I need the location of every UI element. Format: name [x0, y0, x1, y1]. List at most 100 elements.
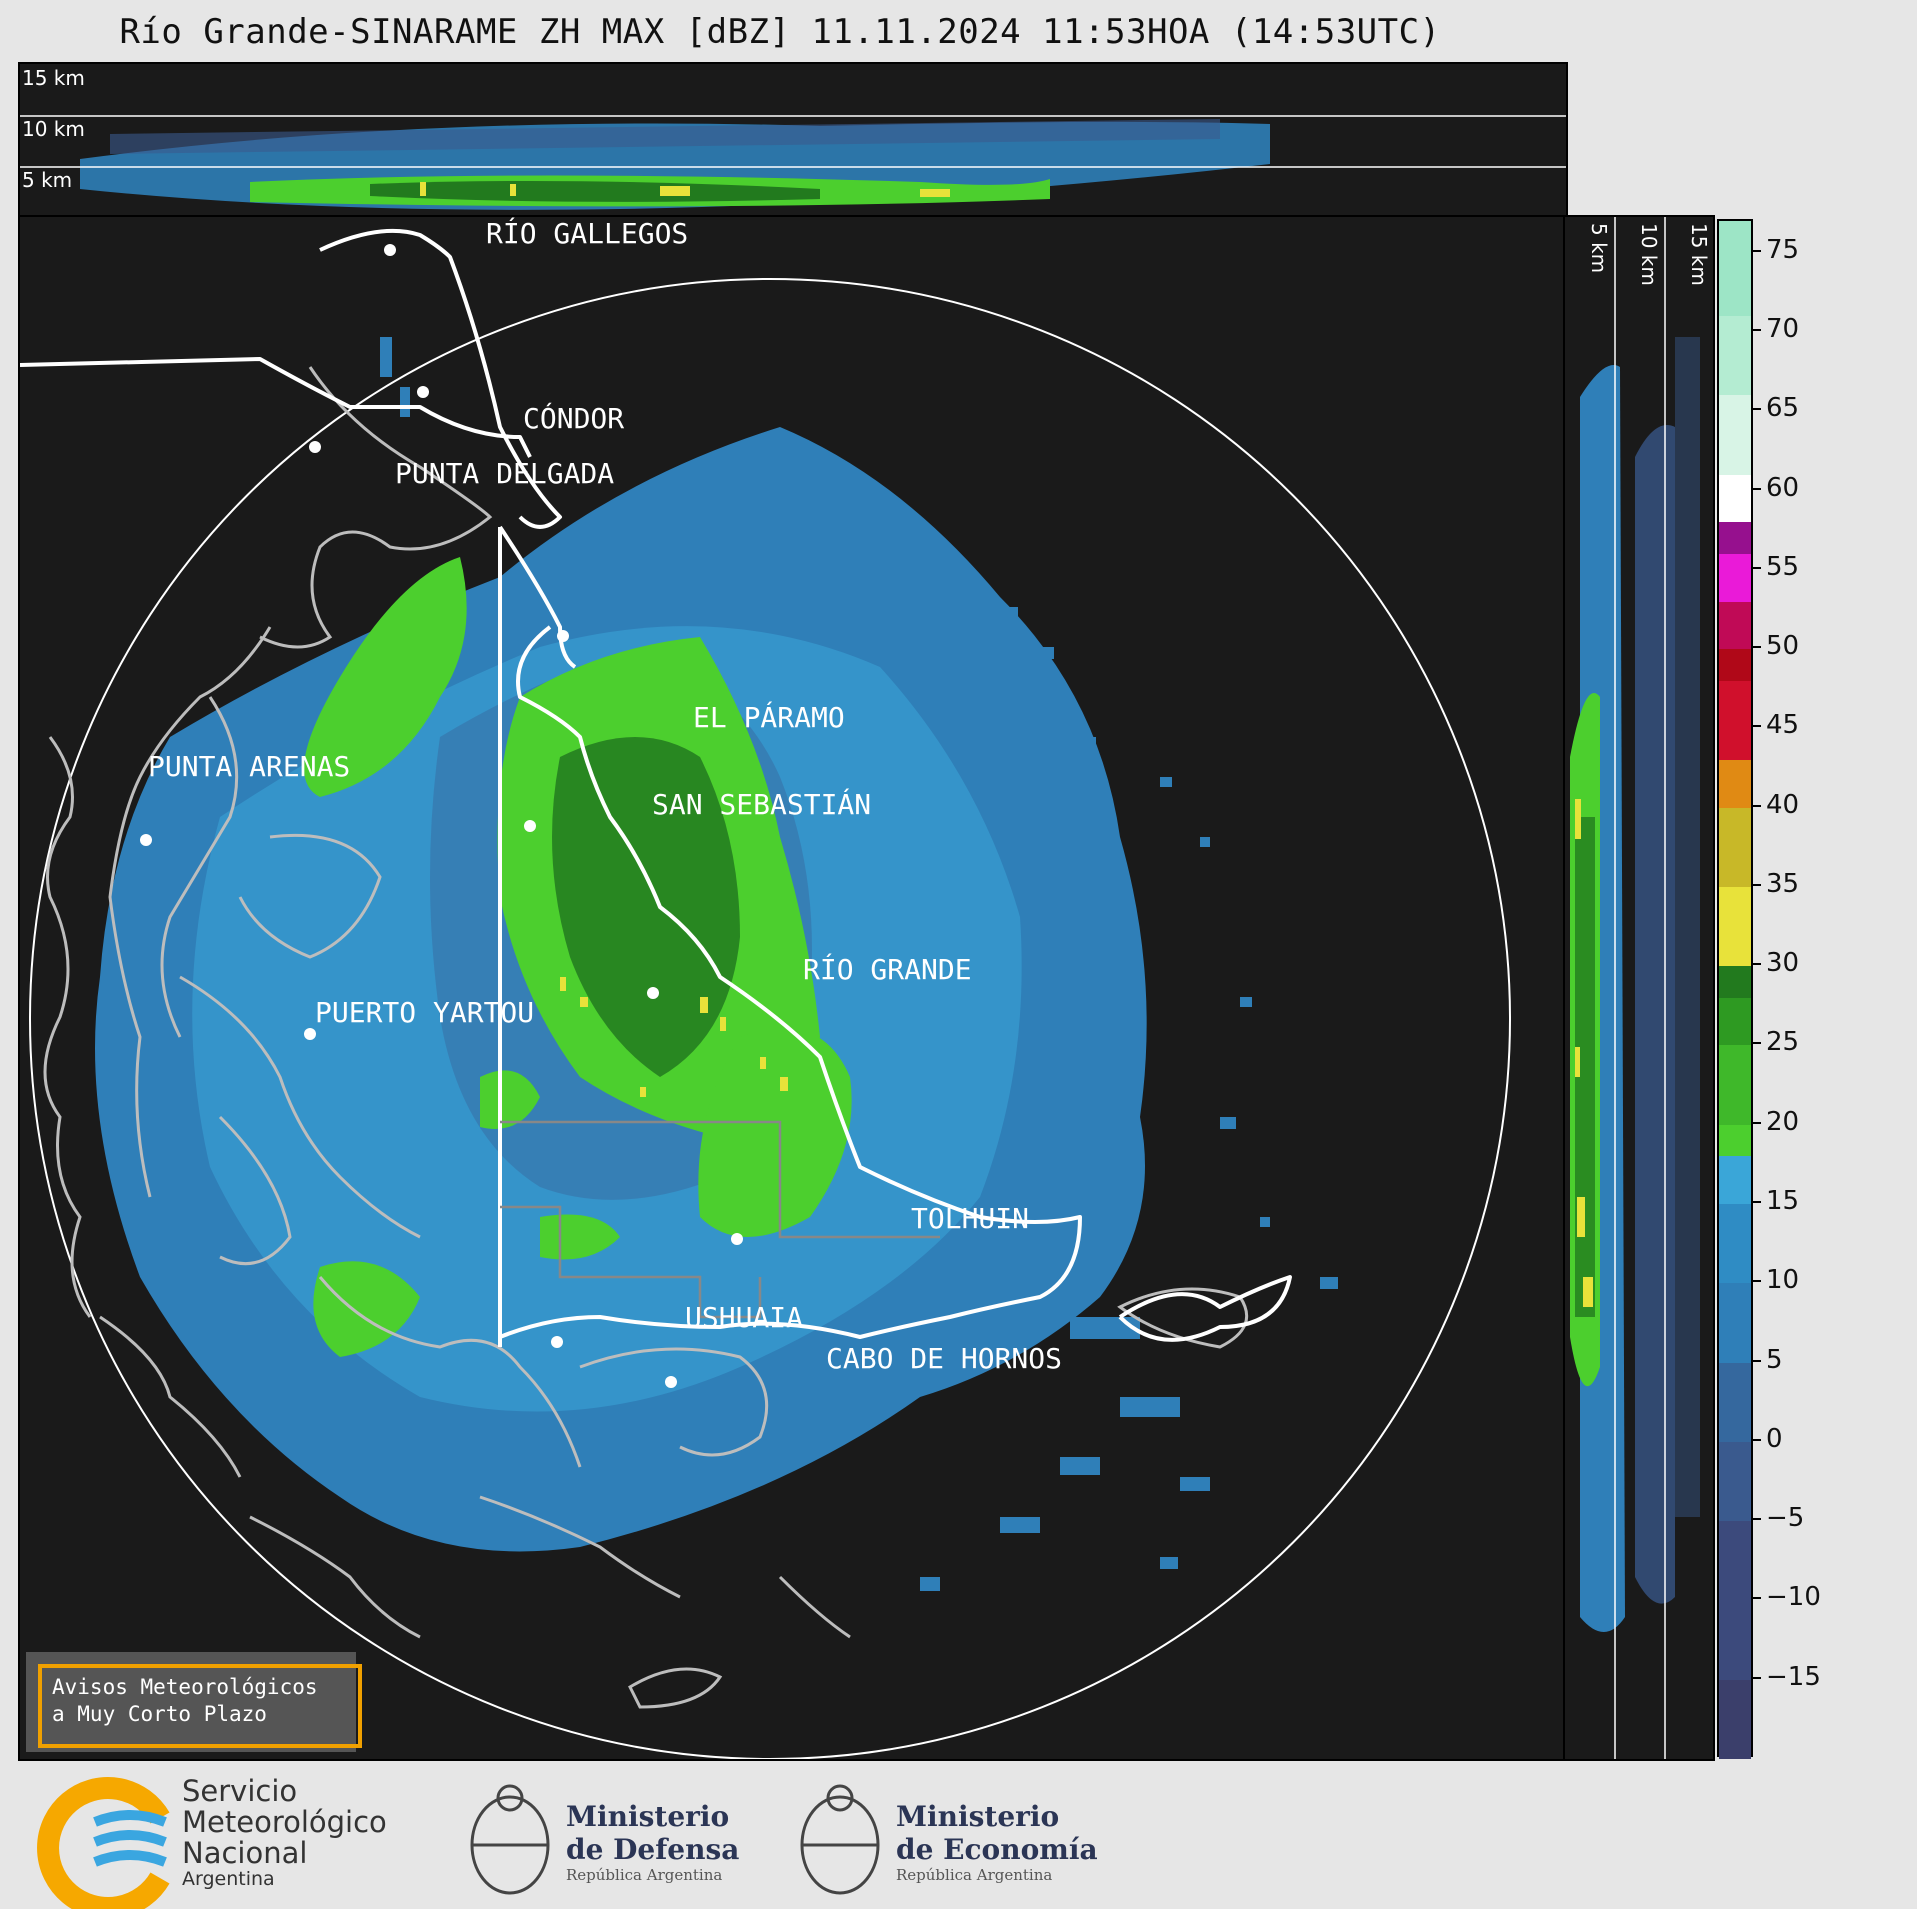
- colorbar-tick-label: 5: [1766, 1344, 1783, 1375]
- colorbar-segment: [1719, 966, 1751, 998]
- colorbar-tick-label: 20: [1766, 1106, 1800, 1137]
- colorbar-tick-mark: [1753, 883, 1761, 886]
- radar-ppi-map: RÍO GALLEGOS CÓNDOR PUNTA DELGADA EL PÁR…: [18, 215, 1567, 1761]
- colorbar-tick-mark: [1753, 487, 1761, 490]
- colorbar-tick-label: 35: [1766, 868, 1800, 899]
- colorbar-tick-mark: [1753, 1676, 1761, 1679]
- colorbar-segment: [1719, 601, 1751, 650]
- side-profile-label-10km: 10 km: [1637, 223, 1661, 286]
- smn-line-4: Argentina: [182, 1868, 275, 1890]
- colorbar-tick-label: 0: [1766, 1423, 1783, 1454]
- smn-logo-icon: [37, 1777, 170, 1909]
- smn-line-3: Nacional: [182, 1836, 308, 1870]
- radar-map-graphic: [20, 228, 1511, 1759]
- smn-line-1: Servicio: [182, 1774, 298, 1808]
- colorbar-tick-mark: [1753, 249, 1761, 252]
- colorbar-tick-mark: [1753, 1438, 1761, 1441]
- reflectivity-colorbar: [1717, 219, 1753, 1759]
- economia-line-1: Ministerio: [896, 1800, 1060, 1833]
- city-label-punta-delgada: PUNTA DELGADA: [395, 457, 615, 490]
- economia-line-2: de Economía: [896, 1833, 1098, 1866]
- defensa-line-3: República Argentina: [566, 1866, 723, 1884]
- colorbar-tick-label: 25: [1766, 1027, 1800, 1058]
- city-label-san-sebastian: SAN SEBASTIÁN: [652, 788, 872, 821]
- colorbar-tick-label: 70: [1766, 313, 1800, 344]
- side-profile-label-15km: 15 km: [1687, 223, 1711, 286]
- colorbar-tick-label: −10: [1766, 1582, 1821, 1613]
- side-profile-graphic: [1570, 217, 1700, 1759]
- colorbar-segment: [1719, 1521, 1751, 1680]
- colorbar-segment: [1719, 760, 1751, 808]
- colorbar-segment: [1719, 807, 1751, 887]
- economia-logo-text: Ministerio de Economía República Argenti…: [896, 1800, 1098, 1884]
- colorbar-segment: [1719, 474, 1751, 523]
- defensa-coat-of-arms-icon: [470, 1784, 550, 1895]
- logo-footer: Servicio Meteorológico Nacional Argentin…: [0, 1760, 1917, 1909]
- top-elevation-profile: 15 km 10 km 5 km: [18, 62, 1568, 219]
- economia-line-3: República Argentina: [896, 1866, 1053, 1884]
- colorbar-tick-mark: [1753, 963, 1761, 966]
- colorbar-tick-label: −15: [1766, 1661, 1821, 1692]
- colorbar-tick-mark: [1753, 804, 1761, 807]
- colorbar-tick-mark: [1753, 1121, 1761, 1124]
- colorbar-segment: [1719, 395, 1751, 475]
- colorbar-segment: [1719, 316, 1751, 396]
- economia-coat-of-arms-icon: [800, 1784, 880, 1895]
- colorbar-segment: [1719, 997, 1751, 1046]
- colorbar-segment: [1719, 1283, 1751, 1363]
- colorbar-tick-label: 50: [1766, 631, 1800, 662]
- colorbar-segment: [1719, 1045, 1751, 1125]
- colorbar-tick-label: −5: [1766, 1503, 1805, 1534]
- city-label-rio-gallegos: RÍO GALLEGOS: [486, 217, 689, 250]
- city-label-punta-arenas: PUNTA ARENAS: [148, 750, 351, 783]
- smn-logo-text: Servicio Meteorológico Nacional Argentin…: [182, 1774, 387, 1890]
- colorbar-tick-label: 30: [1766, 948, 1800, 979]
- avisos-box[interactable]: Avisos Meteorológicos a Muy Corto Plazo: [26, 1652, 362, 1752]
- colorbar-tick-mark: [1753, 328, 1761, 331]
- colorbar-tick-mark: [1753, 725, 1761, 728]
- colorbar-tick-label: 40: [1766, 789, 1800, 820]
- side-elevation-profile: 5 km 10 km 15 km: [1563, 215, 1715, 1761]
- colorbar-segment: [1719, 553, 1751, 602]
- map-title: Río Grande-SINARAME ZH MAX [dBZ] 11.11.2…: [119, 12, 1441, 52]
- avisos-inner-frame: Avisos Meteorológicos a Muy Corto Plazo: [38, 1664, 362, 1748]
- colorbar-tick-label: 60: [1766, 472, 1800, 503]
- city-label-condor: CÓNDOR: [523, 402, 625, 435]
- colorbar-tick-label: 10: [1766, 1265, 1800, 1296]
- defensa-line-2: de Defensa: [566, 1833, 740, 1866]
- city-label-puerto-yartou: PUERTO YARTOU: [315, 996, 535, 1029]
- defensa-line-1: Ministerio: [566, 1800, 730, 1833]
- top-profile-graphic: [20, 115, 1566, 210]
- city-label-cabo-de-hornos: CABO DE HORNOS: [826, 1342, 1063, 1375]
- colorbar-segment: [1719, 1679, 1751, 1759]
- colorbar-tick-mark: [1753, 1597, 1761, 1600]
- colorbar-segment: [1719, 886, 1751, 967]
- side-profile-label-5km: 5 km: [1587, 223, 1611, 274]
- colorbar-segment: [1719, 1124, 1751, 1157]
- colorbar-segment: [1719, 1204, 1751, 1284]
- top-profile-label-15km: 15 km: [22, 66, 85, 90]
- colorbar-tick-mark: [1753, 1042, 1761, 1045]
- colorbar-tick-mark: [1753, 646, 1761, 649]
- colorbar-tick-mark: [1753, 1280, 1761, 1283]
- colorbar-segment: [1719, 680, 1751, 761]
- colorbar-tick-mark: [1753, 408, 1761, 411]
- colorbar-segment: [1719, 649, 1751, 681]
- logo-graphics: [37, 1777, 880, 1909]
- colorbar-segment: [1719, 1156, 1751, 1205]
- colorbar-tick-label: 45: [1766, 710, 1800, 741]
- colorbar-tick-label: 65: [1766, 393, 1800, 424]
- top-profile-label-10km: 10 km: [22, 117, 85, 141]
- avisos-line-2: a Muy Corto Plazo: [52, 1702, 267, 1726]
- colorbar-segment: [1719, 522, 1751, 554]
- colorbar-segment: [1719, 221, 1751, 317]
- city-label-el-paramo: EL PÁRAMO: [693, 701, 845, 734]
- avisos-line-1: Avisos Meteorológicos: [52, 1675, 318, 1699]
- colorbar-tick-label: 55: [1766, 551, 1800, 582]
- city-label-ushuaia: USHUAIA: [685, 1301, 804, 1334]
- colorbar-tick-mark: [1753, 1201, 1761, 1204]
- city-label-rio-grande: RÍO GRANDE: [803, 953, 972, 986]
- city-label-tolhuin: TOLHUIN: [911, 1202, 1030, 1235]
- colorbar-tick-label: 15: [1766, 1186, 1800, 1217]
- top-profile-label-5km: 5 km: [22, 168, 73, 192]
